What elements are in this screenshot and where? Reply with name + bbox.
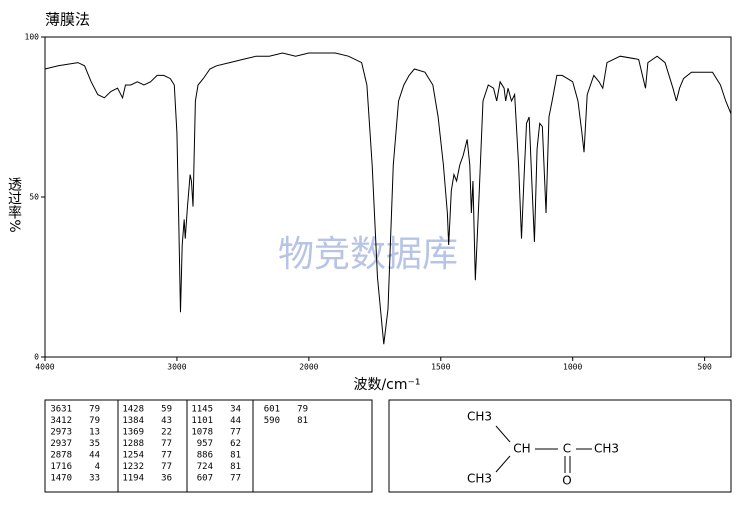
peak-wavenumber: 2878 (50, 451, 72, 461)
chart-title: 薄膜法 (45, 11, 90, 29)
peak-transmittance: 79 (89, 405, 100, 415)
y-tick-label: 0 (34, 353, 39, 362)
bonds (495, 425, 592, 473)
peak-transmittance: 77 (230, 474, 241, 484)
peak-wavenumber: 1369 (122, 428, 144, 438)
peak-wavenumber: 607 (197, 474, 213, 484)
peak-table-frame (44, 399, 373, 493)
peak-wavenumber: 1145 (191, 405, 213, 415)
x-axis-label: 波数/cm⁻¹ (353, 377, 420, 393)
peak-transmittance: 81 (230, 462, 241, 472)
peak-wavenumber: 1716 (50, 462, 72, 472)
peak-wavenumber: 590 (264, 416, 280, 426)
x-tick-label: 4000 (35, 363, 54, 372)
peak-wavenumber: 1194 (122, 474, 144, 484)
y-axis-label: 透过率% (6, 177, 22, 232)
peak-wavenumber: 1288 (122, 439, 144, 449)
peak-transmittance: 77 (161, 451, 172, 461)
atom: CH3 (467, 410, 492, 424)
peak-wavenumber: 2973 (50, 428, 72, 438)
atom: CH3 (594, 442, 619, 456)
peak-transmittance: 77 (161, 439, 172, 449)
y-tick-label: 100 (25, 33, 40, 42)
peak-wavenumber: 1384 (122, 416, 144, 426)
peak-wavenumber: 1232 (122, 462, 144, 472)
peak-transmittance: 79 (297, 405, 308, 415)
x-tick-label: 3000 (167, 363, 186, 372)
atom: CH3 (467, 472, 492, 486)
peak-wavenumber: 724 (197, 462, 213, 472)
x-tick-label: 500 (697, 363, 712, 372)
x-tick-label: 1500 (431, 363, 450, 372)
peak-transmittance: 43 (161, 416, 172, 426)
peak-wavenumber: 3631 (50, 405, 72, 415)
peak-wavenumber: 2937 (50, 439, 72, 449)
peak-wavenumber: 1078 (191, 428, 213, 438)
peak-transmittance: 81 (297, 416, 308, 426)
peak-wavenumber: 1101 (191, 416, 213, 426)
peak-transmittance: 13 (89, 428, 100, 438)
peak-wavenumber: 1470 (50, 474, 72, 484)
peak-transmittance: 35 (89, 439, 100, 449)
peak-transmittance: 44 (230, 416, 241, 426)
peak-transmittance: 77 (161, 462, 172, 472)
peak-transmittance: 36 (161, 474, 172, 484)
peak-transmittance: 59 (161, 405, 172, 415)
peak-transmittance: 77 (230, 428, 241, 438)
peak-wavenumber: 3412 (50, 416, 72, 426)
peak-wavenumber: 886 (197, 451, 213, 461)
structure-frame (388, 399, 732, 493)
peak-transmittance: 4 (95, 462, 100, 472)
peak-transmittance: 22 (161, 428, 172, 438)
peak-wavenumber: 1254 (122, 451, 144, 461)
x-tick-label: 2000 (299, 363, 318, 372)
x-tick-label: 1000 (563, 363, 582, 372)
y-tick-label: 50 (29, 193, 39, 202)
peak-transmittance: 34 (230, 405, 241, 415)
watermark: 物竞数据库 (278, 234, 458, 275)
atom: C (563, 442, 571, 456)
peak-transmittance: 44 (89, 451, 100, 461)
peak-transmittance: 81 (230, 451, 241, 461)
peak-transmittance: 62 (230, 439, 241, 449)
peak-wavenumber: 1428 (122, 405, 144, 415)
atom: CH (513, 442, 530, 456)
peak-wavenumber: 957 (197, 439, 213, 449)
peak-wavenumber: 601 (264, 405, 280, 415)
atom: O (562, 474, 571, 488)
spectrum-line (44, 52, 732, 345)
peak-transmittance: 79 (89, 416, 100, 426)
peak-transmittance: 33 (89, 474, 100, 484)
